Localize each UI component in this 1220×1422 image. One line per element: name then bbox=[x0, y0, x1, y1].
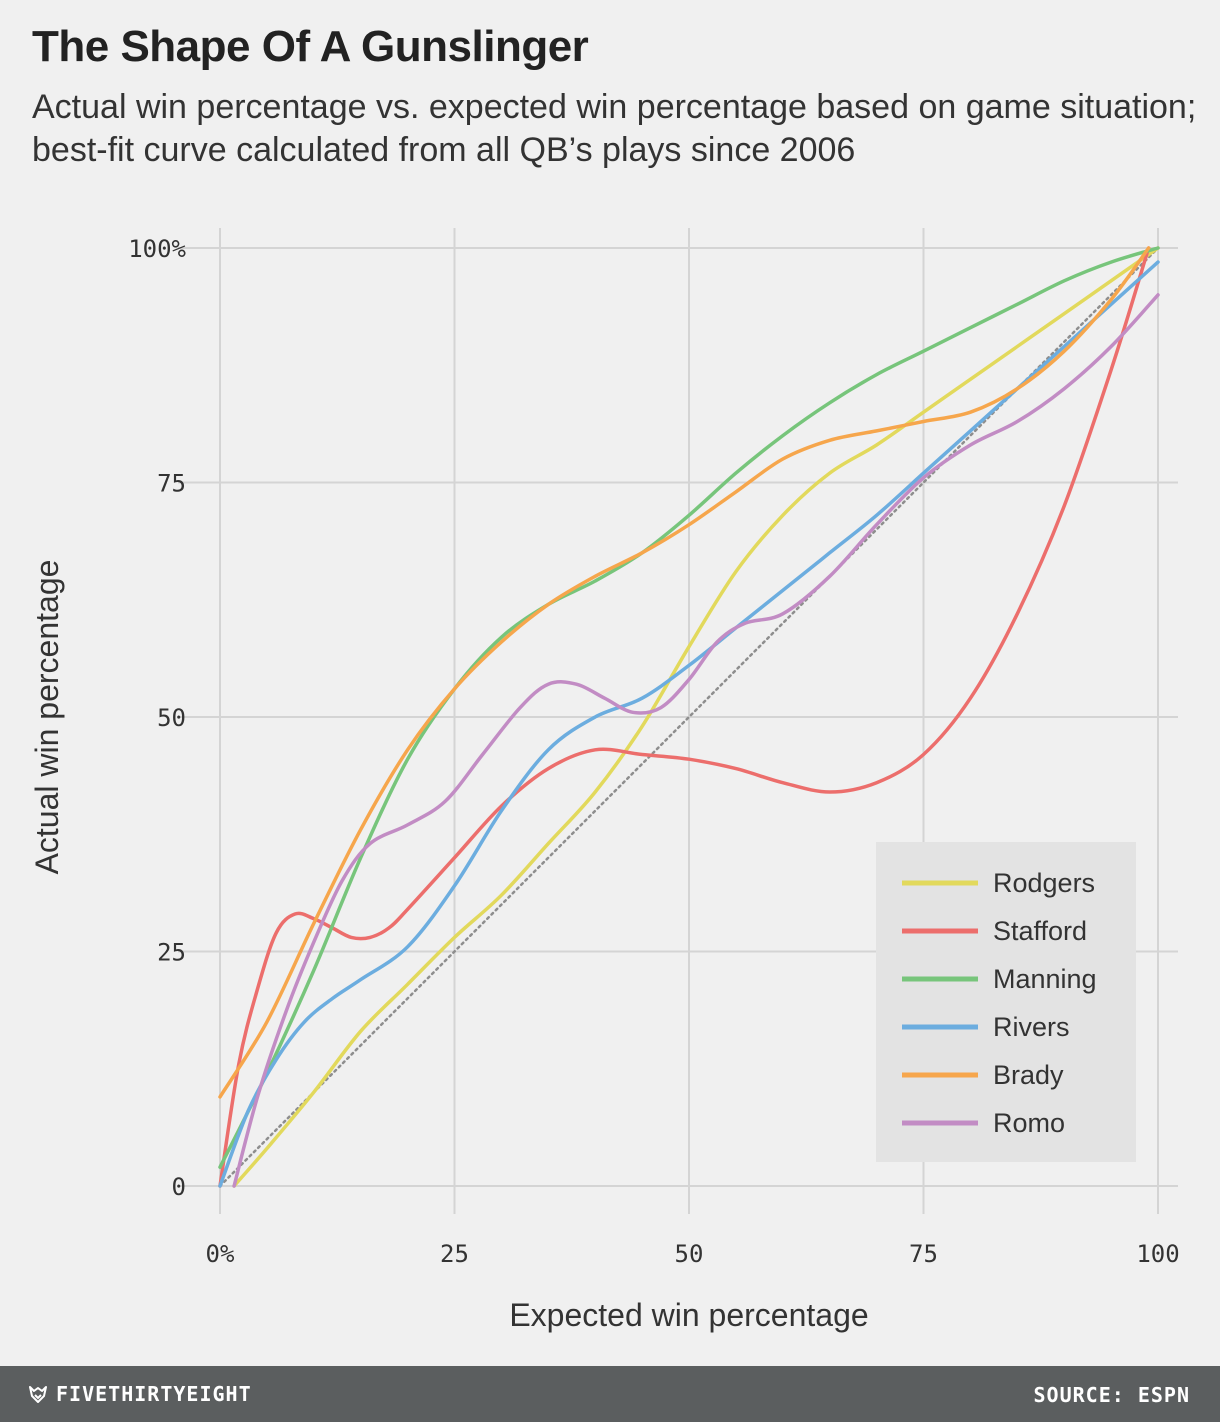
series-line-romo bbox=[232, 293, 1160, 1188]
footer-bar: FIVETHIRTYEIGHT SOURCE: ESPN bbox=[0, 1366, 1220, 1422]
y-tick-label: 0 bbox=[172, 1173, 186, 1201]
x-tick-label: 25 bbox=[440, 1240, 469, 1268]
brand-name: FIVETHIRTYEIGHT bbox=[56, 1382, 252, 1406]
chart-title: The Shape Of A Gunslinger bbox=[32, 22, 589, 71]
x-tick-label: 50 bbox=[675, 1240, 704, 1268]
series-group bbox=[218, 246, 1160, 1188]
legend-box bbox=[876, 842, 1136, 1162]
y-tick-label: 75 bbox=[157, 470, 186, 498]
x-axis-title: Expected win percentage bbox=[509, 1297, 868, 1333]
legend-label-romo: Romo bbox=[993, 1108, 1065, 1138]
axis-labels: 0 25 50 75 100% 0% 25 50 75 100 Expected win perce… bbox=[29, 235, 1180, 1333]
series-line-brady bbox=[218, 246, 1151, 1099]
source-credit: SOURCE: ESPN bbox=[1033, 1383, 1190, 1407]
line-chart: Rodgers Stafford Manning Rivers Brady Romo 0 2… bbox=[29, 228, 1180, 1333]
x-tick-label: 0% bbox=[206, 1240, 235, 1268]
y-tick-label: 50 bbox=[157, 704, 186, 732]
legend-label-rivers: Rivers bbox=[993, 1012, 1070, 1042]
legend-label-stafford: Stafford bbox=[993, 916, 1087, 946]
x-tick-label: 75 bbox=[909, 1240, 938, 1268]
y-tick-label: 25 bbox=[157, 939, 186, 967]
chart-subtitle: Actual win percentage vs. expected win p… bbox=[32, 88, 1197, 169]
y-axis-title: Actual win percentage bbox=[29, 560, 65, 875]
legend-label-manning: Manning bbox=[993, 964, 1097, 994]
legend: Rodgers Stafford Manning Rivers Brady Romo bbox=[876, 842, 1136, 1162]
x-tick-label: 100 bbox=[1136, 1240, 1179, 1268]
series-line-rivers bbox=[218, 260, 1160, 1188]
grid bbox=[178, 228, 1178, 1214]
series-line-rodgers bbox=[232, 246, 1160, 1188]
legend-label-rodgers: Rodgers bbox=[993, 868, 1095, 898]
brand: FIVETHIRTYEIGHT bbox=[28, 1382, 252, 1406]
fox-logo-icon bbox=[29, 1386, 47, 1403]
y-tick-label: 100% bbox=[128, 235, 186, 263]
legend-label-brady: Brady bbox=[993, 1060, 1064, 1090]
series-line-stafford bbox=[218, 246, 1151, 1188]
